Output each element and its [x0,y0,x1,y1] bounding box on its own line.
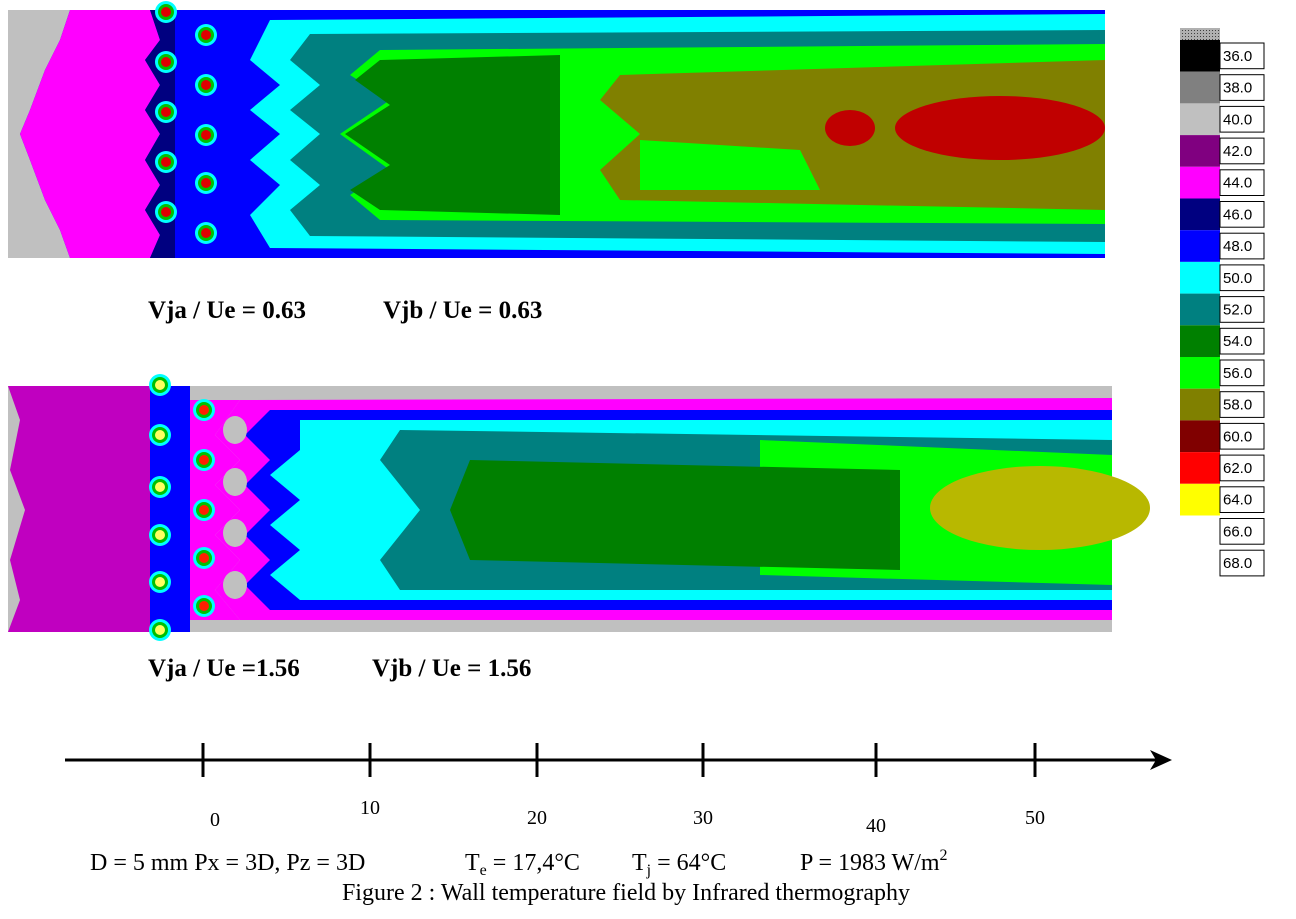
caption: Figure 2 : Wall temperature field by Inf… [342,880,910,906]
tj: Tj = 64°C [632,850,726,879]
legend-swatch [1180,389,1220,421]
jet-core [155,430,165,440]
jet-core [199,553,209,563]
jet-core [161,157,171,167]
legend-swatch [1180,294,1220,326]
tick-label: 50 [1025,807,1045,829]
axis-ticks: 0 10 20 30 40 50 [203,743,1045,837]
tick-label: 20 [527,807,547,829]
jet-core [155,482,165,492]
legend-label: 68.0 [1223,555,1252,572]
tick-label: 10 [360,797,380,819]
legend-swatch [1180,230,1220,262]
jet-core [199,455,209,465]
power-sup: 2 [940,847,948,864]
jet-core [161,57,171,67]
figure: Vja / Ue = 0.63 Vjb / Ue = 0.63 Vja / Ue… [0,0,1296,914]
te-value: = 17,4°C [487,850,580,876]
legend-label: 36.0 [1223,48,1252,65]
legend-label: 54.0 [1223,333,1252,350]
legend-swatch [1180,135,1220,167]
legend-swatch [1180,167,1220,199]
legend-cap [1180,28,1220,40]
legend-label: 52.0 [1223,301,1252,318]
legend-label: 56.0 [1223,365,1252,382]
jet-core [161,7,171,17]
jet-core [201,130,211,140]
legend-label: 58.0 [1223,397,1252,414]
geometry: D = 5 mm Px = 3D, Pz = 3D [90,850,365,876]
panel-label: Vjb / Ue = 1.56 [372,655,531,682]
legend-swatch [1180,325,1220,357]
legend-swatch [1180,516,1220,548]
tick-label: 0 [210,809,220,831]
tj-value: = 64°C [651,850,726,876]
legend-swatch [1180,452,1220,484]
legend-label: 48.0 [1223,238,1252,255]
power: P = 1983 W/m2 [800,847,948,876]
jet-core [161,107,171,117]
legend-swatch [1180,484,1220,516]
legend-label: 46.0 [1223,206,1252,223]
legend: 36.0 38.0 40.0 42.0 44.0 46.0 48.0 50.0 52.0 54.0… [1180,40,1264,579]
jet-core [199,505,209,515]
jet-core [201,80,211,90]
legend-swatch [1180,547,1220,579]
tick-label: 30 [693,807,713,829]
legend-label: 40.0 [1223,111,1252,128]
legend-swatch [1180,420,1220,452]
jet-core [155,577,165,587]
thermograph-bottom [8,386,1150,632]
legend-label: 50.0 [1223,270,1252,287]
jet-core [199,405,209,415]
jet-core [155,380,165,390]
jet-core [201,178,211,188]
te: Te = 17,4°C [465,850,580,879]
legend-swatch [1180,199,1220,231]
te-symbol: T [465,850,480,876]
legend-swatch [1180,103,1220,135]
jet-core [155,625,165,635]
jet-core [199,601,209,611]
legend-label: 64.0 [1223,492,1252,509]
legend-label: 66.0 [1223,523,1252,540]
legend-label: 62.0 [1223,460,1252,477]
legend-swatch [1180,262,1220,294]
legend-swatch [1180,357,1220,389]
legend-label: 44.0 [1223,175,1252,192]
jet-core [201,228,211,238]
jet-core [201,30,211,40]
tick-label: 40 [866,815,886,837]
legend-label: 42.0 [1223,143,1252,160]
jet-core [161,207,171,217]
tj-symbol: T [632,850,647,876]
power-text: P = 1983 W/m [800,850,940,876]
jet-core [155,530,165,540]
panel-label: Vjb / Ue = 0.63 [383,297,542,324]
te-sub: e [480,862,487,879]
legend-label: 38.0 [1223,80,1252,97]
panel-label: Vja / Ue = 0.63 [148,297,306,324]
legend-label: 60.0 [1223,428,1252,445]
legend-swatch [1180,72,1220,104]
legend-swatch [1180,40,1220,72]
panel-label: Vja / Ue =1.56 [148,655,300,682]
